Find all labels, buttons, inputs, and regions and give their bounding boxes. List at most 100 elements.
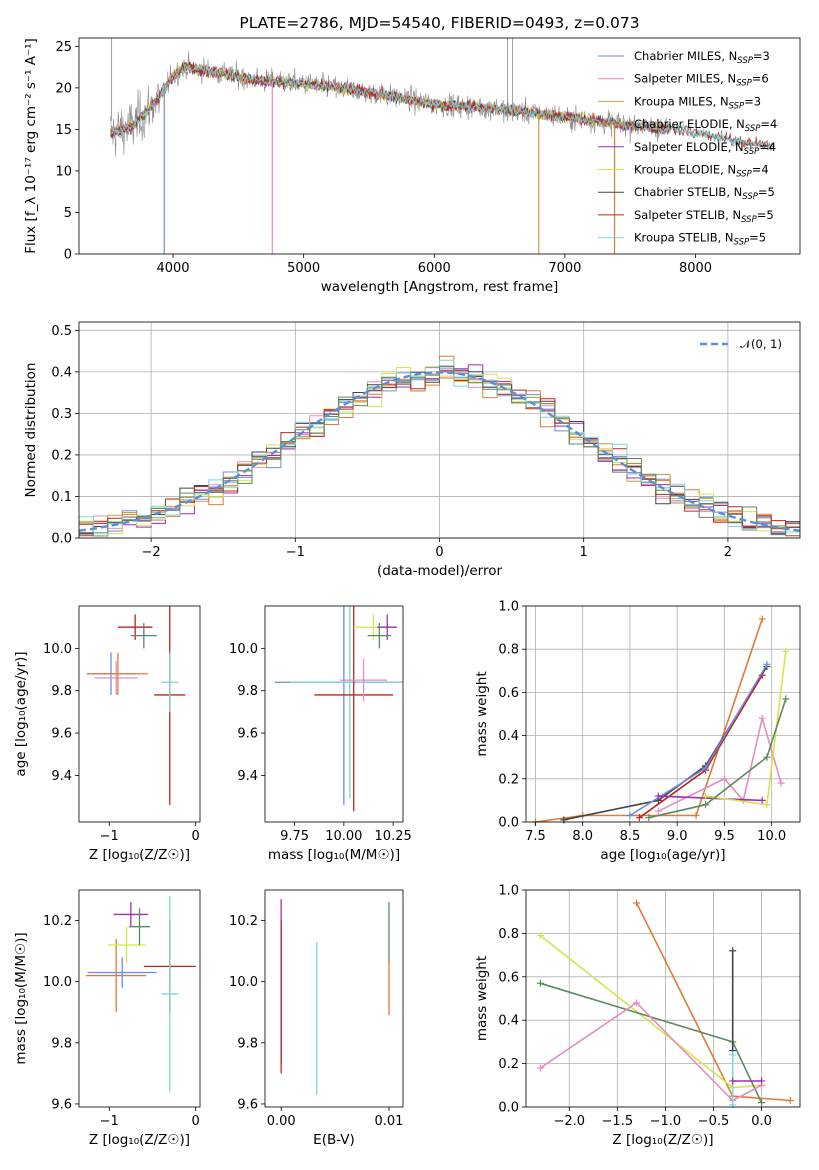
- weight-line: [648, 698, 787, 819]
- weight-marker: [758, 796, 766, 804]
- legend-sub: SSP: [741, 215, 757, 225]
- legend-sub: SSP: [745, 124, 761, 134]
- age-vs-mass-panel: 9.75 10.00 10.25 9.4 9.6 9.8 10.0 mass [log₁₀(M…: [229, 605, 412, 863]
- y-tick-label: 10.0: [43, 975, 72, 990]
- error-bars: [274, 606, 403, 812]
- weight-marker: [782, 647, 790, 655]
- weight-marker: [645, 814, 653, 822]
- y-tick-label: 10.0: [43, 642, 72, 657]
- legend-value: =4: [760, 117, 777, 131]
- x-tick-label: −0.5: [698, 1114, 730, 1129]
- x-tick-label: 0: [192, 829, 200, 844]
- y-tick-label: 0.3: [51, 407, 72, 422]
- legend-label: Kroupa MILES, N: [634, 94, 729, 108]
- legend-sub: SSP: [737, 56, 753, 66]
- y-tick-label: 9.4: [51, 769, 72, 784]
- legend-entry: Salpeter ELODIE, NSSP=4: [634, 140, 776, 157]
- x-axis-label: Z [log₁₀(Z/Z☉)]: [89, 1132, 190, 1148]
- y-axis-label: age [log₁₀(age/yr)]: [13, 651, 29, 776]
- x-tick-label: 9.75: [280, 829, 309, 844]
- y-tick-label: 0.1: [51, 490, 72, 505]
- y-tick-label: 1.0: [498, 600, 519, 615]
- x-tick-label: 7000: [548, 261, 581, 276]
- x-tick-label: 2: [724, 545, 732, 560]
- spectrum-panel: PLATE=2786, MJD=54540, FIBERID=0493, z=0…: [23, 14, 801, 295]
- weight-marker: [763, 660, 771, 668]
- legend-sub: SSP: [736, 79, 752, 89]
- x-axis-label: Z [log₁₀(Z/Z☉)]: [612, 1132, 713, 1148]
- spectrum-lines: [109, 38, 774, 254]
- legend-label: Salpeter MILES, N: [634, 72, 736, 86]
- y-tick-label: 0.6: [498, 970, 519, 985]
- legend-label: Chabrier STELIB, N: [634, 185, 742, 199]
- x-axis-label: E(B-V): [313, 1132, 355, 1148]
- legend-entry: Chabrier MILES, NSSP=3: [634, 49, 770, 66]
- y-tick-label: 25: [55, 40, 72, 55]
- weight-marker: [729, 1077, 737, 1085]
- x-tick-label: 10.0: [757, 829, 786, 844]
- y-axis-label: mass [log₁₀(M/M☉)]: [13, 932, 29, 1064]
- weight-marker: [763, 801, 771, 809]
- legend-entry: 𝒩(0, 1): [740, 337, 782, 351]
- weight-marker: [729, 1051, 737, 1059]
- x-axis-label: mass [log₁₀(M/M☉)]: [268, 847, 400, 863]
- error-bars: [280, 899, 390, 1095]
- y-tick-label: 0.2: [498, 1057, 519, 1072]
- y-tick-label: 0.0: [498, 816, 519, 831]
- error-bars: [86, 606, 186, 806]
- x-tick-label: 0.01: [375, 1114, 404, 1129]
- y-tick-label: 10.2: [229, 914, 258, 929]
- y-tick-label: 9.6: [51, 727, 72, 742]
- axes-frame: [264, 605, 404, 823]
- y-tick-label: 9.8: [51, 1036, 72, 1051]
- axes-frame: [525, 889, 801, 1108]
- weight-marker: [536, 932, 544, 940]
- y-tick-label: 9.6: [51, 1097, 72, 1112]
- x-tick-label: 9.0: [667, 829, 688, 844]
- x-tick-label: 8000: [679, 261, 712, 276]
- weight-marker: [654, 807, 662, 815]
- y-tick-label: 10.0: [229, 642, 258, 657]
- y-tick-label: 0.2: [51, 448, 72, 463]
- y-axis-label: mass weight: [474, 956, 490, 1041]
- x-axis-label: (data-model)/error: [377, 563, 503, 579]
- y-tick-label: 0.0: [51, 532, 72, 547]
- legend-value: =5: [758, 185, 775, 199]
- weight-marker: [729, 947, 737, 955]
- legend-value: =4: [759, 140, 776, 154]
- axes-frame: [78, 605, 201, 823]
- x-tick-label: 1: [580, 545, 588, 560]
- x-tick-label: 4000: [156, 261, 189, 276]
- y-tick-label: 0.8: [498, 927, 519, 942]
- y-tick-label: 9.8: [237, 684, 258, 699]
- legend-value: =3: [753, 49, 770, 63]
- weight-marker: [786, 1096, 794, 1104]
- legend-label: Kroupa ELODIE, N: [634, 163, 736, 177]
- weight-marker: [763, 753, 771, 761]
- weight-marker: [536, 979, 544, 987]
- legend-value: =5: [757, 208, 774, 222]
- weight-marker: [782, 695, 790, 703]
- x-tick-label: 7.5: [525, 829, 546, 844]
- weight-marker: [702, 764, 710, 772]
- weight-marker: [777, 779, 785, 787]
- weight-marker: [633, 899, 641, 907]
- legend-label: Chabrier MILES, N: [634, 49, 737, 63]
- x-axis-label: wavelength [Angstrom, rest frame]: [321, 279, 559, 295]
- x-tick-label: 8.0: [572, 829, 593, 844]
- axes-frame: [525, 605, 801, 823]
- weight-marker: [758, 1099, 766, 1107]
- residuals-panel: −2 −1 0 1 2 0.0 0.1 0.2 0.3 0.4 0.5 (data-model)/er…: [23, 321, 801, 579]
- weight-marker: [720, 775, 728, 783]
- legend-sub: SSP: [744, 147, 760, 157]
- weight-line: [629, 663, 768, 817]
- weight-vs-age-panel: 7.5 8.0 8.5 9.0 9.5 10.0 0.0 0.2 0.4 0.6 0.8 1.0 age…: [474, 600, 801, 863]
- legend-value: =6: [752, 72, 769, 86]
- y-tick-label: 10: [55, 164, 72, 179]
- x-tick-label: 6000: [418, 261, 451, 276]
- legend-label: Salpeter ELODIE, N: [634, 140, 744, 154]
- y-tick-label: 0.5: [51, 324, 72, 339]
- legend-entry: Kroupa STELIB, NSSP=5: [634, 231, 766, 248]
- x-tick-label: −1.5: [602, 1114, 634, 1129]
